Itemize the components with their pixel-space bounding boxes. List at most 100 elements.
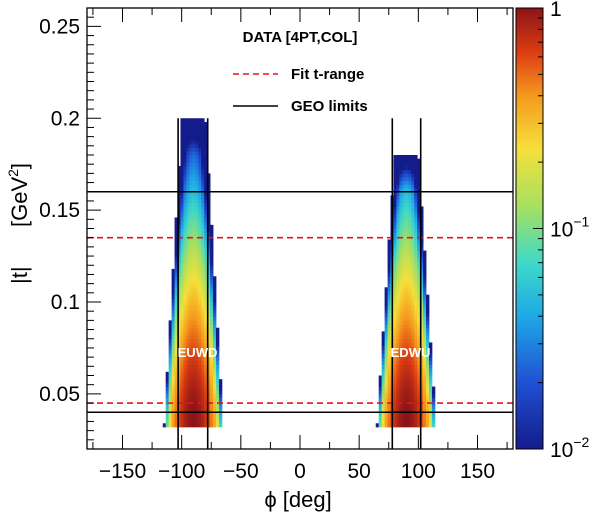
heatmap-cell <box>393 379 397 384</box>
heatmap-cell <box>192 224 196 229</box>
heatmap-cell <box>378 382 383 387</box>
heatmap-cell <box>207 386 211 391</box>
heatmap-cell <box>180 261 184 266</box>
heatmap-cell <box>198 360 202 365</box>
heatmap-cell <box>186 313 190 318</box>
heatmap-cell <box>411 287 415 292</box>
heatmap-cell <box>180 272 184 277</box>
heatmap-cell <box>393 320 397 325</box>
heatmap-cell <box>177 180 181 185</box>
heatmap-cell <box>183 313 187 318</box>
heatmap-cell <box>168 338 173 343</box>
heatmap-cell <box>204 283 208 288</box>
heatmap-cell <box>420 305 424 310</box>
heatmap-cell <box>381 335 386 340</box>
heatmap-cell <box>204 386 208 391</box>
heatmap-cell <box>189 302 193 307</box>
heatmap-cell <box>186 298 190 303</box>
heatmap-cell <box>186 309 190 314</box>
heatmap-cell <box>387 371 391 376</box>
heatmap-cell <box>192 265 196 270</box>
heatmap-cell <box>431 393 436 398</box>
heatmap-cell <box>195 191 199 196</box>
heatmap-cell <box>402 360 406 365</box>
heatmap-cell <box>414 202 418 207</box>
heatmap-cell <box>405 338 409 343</box>
heatmap-cell <box>396 276 400 281</box>
heatmap-cell <box>195 132 199 138</box>
heatmap-cell <box>195 404 199 409</box>
heatmap-cell <box>213 415 217 421</box>
heatmap-cell <box>177 335 181 340</box>
heatmap-cell <box>174 364 178 369</box>
heatmap-cell <box>414 162 418 167</box>
heatmap-cell <box>204 390 208 395</box>
heatmap-cell <box>411 379 415 384</box>
heatmap-cell <box>423 357 427 362</box>
heatmap-cell <box>192 121 196 126</box>
heatmap-cell <box>204 217 208 222</box>
heatmap-cell <box>177 283 181 288</box>
heatmap-cell <box>198 202 202 207</box>
heatmap-cell <box>215 327 220 332</box>
heatmap-cell <box>420 265 424 270</box>
heatmap-cell <box>417 268 421 273</box>
heatmap-cell <box>417 386 421 391</box>
heatmap-cell <box>396 382 400 387</box>
heatmap-cell <box>186 202 190 207</box>
heatmap-cell <box>195 184 199 189</box>
heatmap-cell <box>393 294 397 299</box>
heatmap-cell <box>414 257 418 262</box>
heatmap-cell <box>183 298 187 303</box>
heatmap-cell <box>414 393 418 398</box>
heatmap-cell <box>393 243 397 248</box>
heatmap-cell <box>411 415 415 421</box>
heatmap-cell <box>402 371 406 376</box>
heatmap-cell <box>420 261 424 266</box>
heatmap-cell <box>381 404 386 409</box>
heatmap-cell <box>399 397 403 402</box>
heatmap-cell <box>402 232 406 237</box>
heatmap-cell <box>201 290 205 296</box>
heatmap-cell <box>408 268 412 273</box>
heatmap-cell <box>180 243 184 248</box>
heatmap-cell <box>201 364 205 369</box>
heatmap-cell <box>180 320 184 325</box>
heatmap-cell <box>408 412 412 417</box>
heatmap-cell <box>180 393 184 398</box>
heatmap-cell <box>171 371 175 376</box>
heatmap-cell <box>177 404 181 409</box>
heatmap-cell <box>201 331 205 336</box>
heatmap-cell <box>207 272 211 277</box>
heatmap-cell <box>396 217 400 222</box>
heatmap-cell <box>198 368 202 373</box>
heatmap-cell <box>180 224 184 229</box>
heatmap-cell <box>180 324 184 329</box>
heatmap-cell <box>417 412 421 417</box>
heatmap-cell <box>384 412 388 417</box>
heatmap-cell <box>411 276 415 281</box>
heatmap-cell <box>207 357 211 362</box>
heatmap-cell <box>378 379 383 384</box>
heatmap-cell <box>381 386 386 391</box>
heatmap-cell <box>402 305 406 310</box>
heatmap-cell <box>213 393 217 398</box>
heatmap-cell <box>180 335 184 340</box>
heatmap-cell <box>171 415 175 421</box>
heatmap-cell <box>183 246 187 251</box>
heatmap-cell <box>210 254 214 259</box>
heatmap-cell <box>396 397 400 402</box>
heatmap-cell <box>177 368 181 373</box>
heatmap-cell <box>207 309 211 314</box>
heatmap-cell <box>201 143 205 149</box>
heatmap-cell <box>423 397 427 402</box>
heatmap-cell <box>399 272 403 277</box>
heatmap-cell <box>192 257 196 262</box>
heatmap-cell <box>195 342 199 347</box>
heatmap-cell <box>408 250 412 255</box>
heatmap-cell <box>183 224 187 229</box>
heatmap-cell <box>428 404 433 409</box>
heatmap-cell <box>201 360 205 365</box>
heatmap-cell <box>393 390 397 395</box>
heatmap-cell <box>180 298 184 303</box>
